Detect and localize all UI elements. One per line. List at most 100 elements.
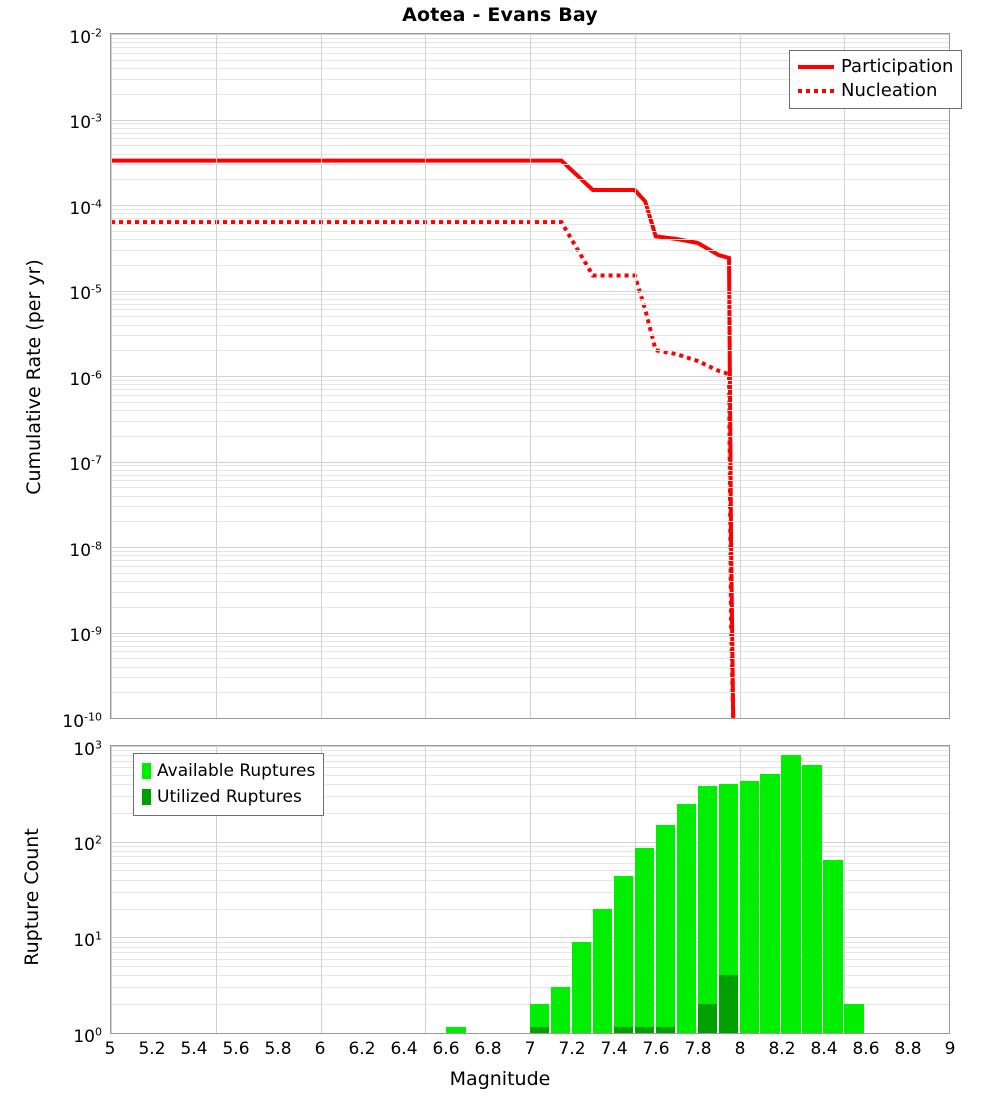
x-tick: 8.8	[894, 1039, 922, 1059]
grid-line	[111, 1033, 949, 1034]
top-y-tick: 10-5	[69, 282, 102, 305]
rupture-legend: Available Ruptures Utilized Ruptures	[133, 753, 325, 816]
top-y-tick: 10-10	[62, 710, 102, 732]
x-tick: 5.2	[138, 1039, 166, 1059]
top-y-tick: 10-6	[69, 368, 102, 390]
dotted-line-icon	[798, 84, 834, 98]
x-tick: 7.4	[600, 1039, 628, 1059]
histogram-bar	[739, 746, 759, 1033]
histogram-bar	[781, 746, 801, 1033]
x-tick: 8.2	[768, 1039, 796, 1059]
cumulative-rate-plot	[110, 33, 950, 719]
bar-utilized	[718, 975, 738, 1033]
bar-utilized	[655, 1027, 676, 1033]
bottom-y-tick: 103	[73, 738, 102, 760]
grid-line	[740, 34, 741, 718]
histogram-bar	[676, 746, 696, 1033]
grid-line	[111, 34, 112, 718]
x-tick: 7.8	[684, 1039, 712, 1059]
bar-available	[634, 848, 655, 1033]
legend-label-available: Available Ruptures	[157, 761, 316, 781]
curve-participation	[111, 158, 736, 718]
histogram-bar	[718, 746, 738, 1033]
grid-line	[844, 746, 845, 1033]
top-y-axis-label: Cumulative Rate (per yr)	[23, 259, 45, 495]
legend-label-participation: Participation	[841, 56, 954, 77]
bar-utilized	[697, 1004, 717, 1033]
x-tick: 6.6	[432, 1039, 460, 1059]
histogram-bar	[592, 746, 613, 1033]
histogram-bar	[802, 746, 822, 1033]
histogram-bar	[823, 746, 843, 1033]
top-y-tick: 10-2	[69, 26, 102, 48]
top-y-tick: 10-4	[69, 197, 102, 219]
legend-item-utilized: Utilized Ruptures	[142, 784, 315, 810]
histogram-bar	[571, 746, 592, 1033]
grid-line	[321, 746, 322, 1033]
histogram-bar	[844, 746, 864, 1033]
legend-item-available: Available Ruptures	[142, 758, 315, 784]
bottom-y-tick-labels: 103 102 101 100	[6, 730, 102, 1050]
x-tick: 8.6	[852, 1039, 880, 1059]
legend-label-nucleation: Nucleation	[841, 80, 938, 101]
bar-available	[697, 786, 717, 1033]
legend-item-participation: Participation	[798, 55, 953, 79]
grid-line	[216, 34, 217, 718]
dark-green-square-icon	[142, 789, 151, 805]
bottom-y-tick: 100	[73, 1025, 102, 1047]
bottom-y-axis-label: Rupture Count	[21, 828, 43, 966]
grid-line	[635, 34, 636, 718]
grid-line	[844, 34, 845, 718]
top-y-tick: 10-3	[69, 111, 102, 134]
bar-available	[676, 803, 696, 1033]
rate-curves	[111, 158, 736, 718]
histogram-bar	[634, 746, 655, 1033]
top-y-tick: 10-7	[69, 453, 102, 476]
bar-available	[613, 875, 634, 1033]
bar-available	[781, 755, 801, 1033]
x-tick: 7.2	[558, 1039, 586, 1059]
bar-available	[739, 781, 759, 1033]
bar-available	[446, 1027, 466, 1033]
x-tick: 6	[314, 1039, 326, 1059]
x-tick: 6.2	[348, 1039, 376, 1059]
bar-utilized	[634, 1027, 655, 1033]
green-square-icon	[142, 763, 151, 779]
x-tick: 9	[944, 1039, 956, 1059]
x-tick: 6.4	[390, 1039, 418, 1059]
bar-available	[823, 859, 843, 1033]
bar-available	[718, 784, 738, 1033]
grid-line	[111, 718, 949, 719]
grid-line	[949, 746, 950, 1033]
histogram-bar	[655, 746, 676, 1033]
histogram-bar	[446, 746, 466, 1033]
x-tick: 5.4	[180, 1039, 208, 1059]
grid-line	[949, 34, 950, 718]
x-tick: 7	[524, 1039, 536, 1059]
histogram-bar	[530, 746, 550, 1033]
bar-available	[571, 941, 592, 1033]
grid-line	[216, 746, 217, 1033]
bar-available	[760, 773, 780, 1033]
top-y-tick-labels: 10-2 10-3 10-4 10-5 10-6 10-7 10-8 10-9 10-10	[6, 0, 102, 730]
grid-line	[530, 746, 531, 1033]
x-tick: 5	[104, 1039, 116, 1059]
top-y-tick: 10-9	[69, 624, 102, 647]
x-tick: 5.8	[264, 1039, 292, 1059]
histogram-bar	[613, 746, 634, 1033]
x-tick: 8.4	[810, 1039, 838, 1059]
rupture-count-plot	[110, 745, 950, 1034]
page-title: Aotea - Evans Bay	[402, 4, 598, 26]
grid-line	[425, 746, 426, 1033]
bottom-y-tick: 101	[73, 929, 102, 951]
curve-nucleation	[111, 220, 736, 718]
bar-utilized	[530, 1027, 550, 1033]
rate-legend: Participation Nucleation	[789, 50, 963, 109]
histogram-bar	[550, 746, 571, 1033]
bar-available	[592, 908, 613, 1033]
x-axis-label: Magnitude	[449, 1068, 551, 1090]
bar-available	[550, 987, 571, 1033]
bar-available	[530, 1004, 550, 1033]
histogram-bar	[697, 746, 717, 1033]
